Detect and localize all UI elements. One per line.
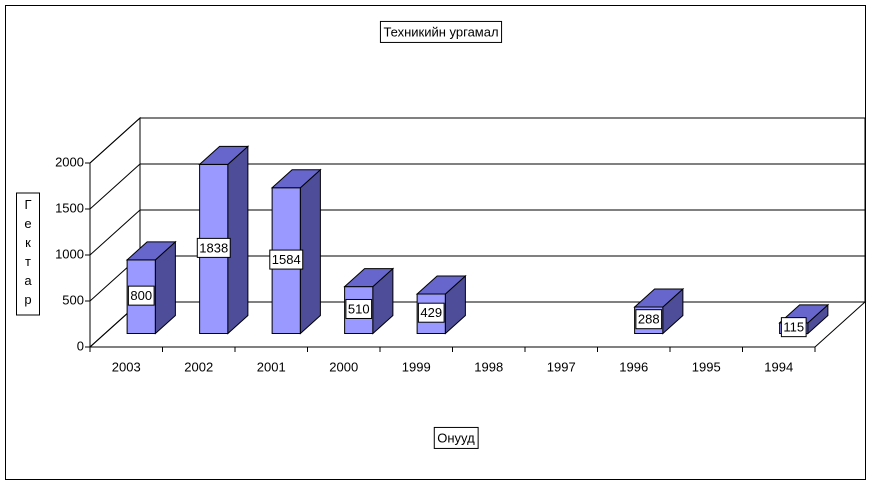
bar-top (343, 268, 395, 288)
grid-line (89, 209, 865, 256)
x-tick-label: 2003 (112, 359, 141, 374)
y-tick-label: 0 (77, 338, 84, 353)
data-label: 429 (420, 305, 442, 320)
x-tick-label: 2002 (184, 359, 213, 374)
data-label: 288 (638, 312, 660, 327)
chart-title-box (379, 20, 503, 43)
y-tick-label: 1500 (55, 200, 84, 215)
x-tick-label: 1998 (474, 359, 503, 374)
data-label: 115 (783, 320, 804, 335)
x-axis-title: Онууд (437, 430, 475, 445)
x-tick-label: 2000 (329, 359, 358, 374)
x-tick-label: 2001 (257, 359, 286, 374)
grid-line (89, 163, 865, 210)
chart-title: Техникийн ургамал (383, 24, 498, 39)
data-label: 510 (348, 301, 370, 316)
x-tick-label: 1996 (619, 359, 648, 374)
y-tick-label: 500 (62, 292, 84, 307)
bar-top (415, 275, 467, 295)
x-tick-label: 1994 (764, 359, 793, 374)
y-tick-label: 1000 (55, 246, 84, 261)
x-axis-title-box (433, 426, 479, 449)
grid-line (89, 117, 865, 164)
data-label-box (635, 309, 663, 330)
bar-side (299, 168, 321, 335)
y-axis-title: Гектар (21, 197, 36, 311)
data-label: 1838 (199, 240, 228, 255)
data-label-box (417, 302, 445, 323)
x-tick-label: 1997 (547, 359, 576, 374)
y-axis-title-box (16, 192, 40, 316)
bar-top (198, 145, 250, 165)
y-tick-label: 2000 (55, 154, 84, 169)
data-label-box (269, 249, 304, 270)
x-tick-label: 1995 (692, 359, 721, 374)
bar-top (125, 241, 177, 261)
data-label-box (780, 317, 807, 338)
bar-side (227, 145, 249, 335)
data-label: 800 (130, 288, 152, 303)
data-label-box (127, 285, 155, 306)
data-label-box (345, 298, 373, 319)
bar-top (633, 288, 685, 308)
x-tick-label: 1999 (402, 359, 431, 374)
bar-top (270, 169, 322, 189)
data-label-box (196, 237, 231, 258)
data-label: 1584 (272, 252, 301, 267)
